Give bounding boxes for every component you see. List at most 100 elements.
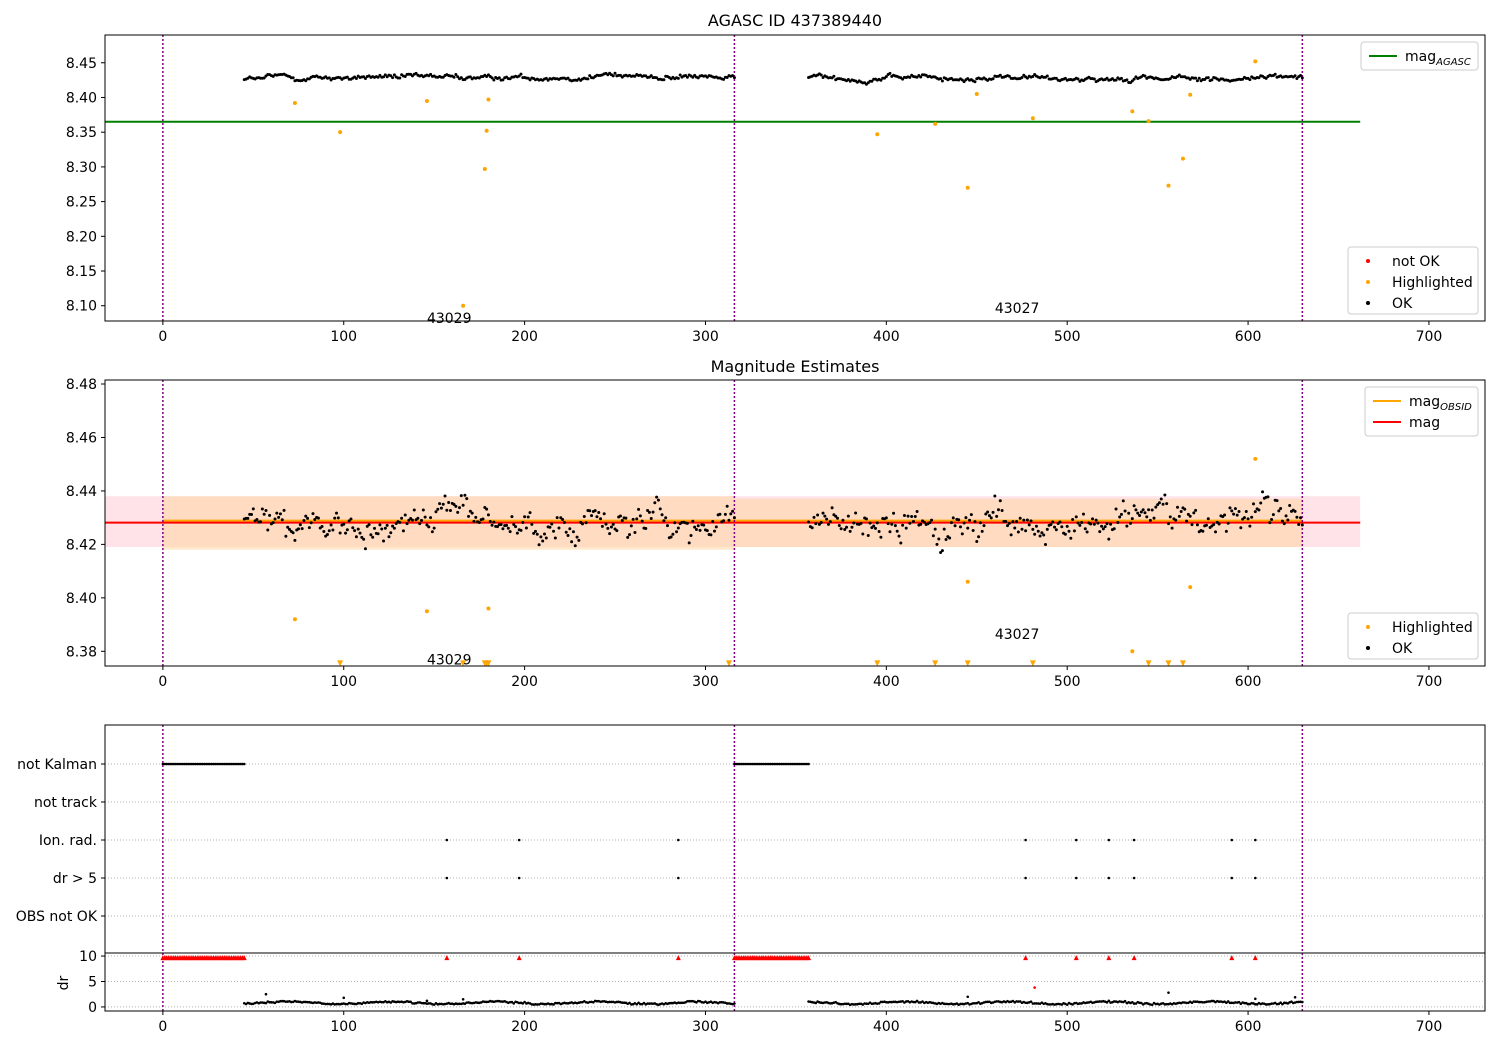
ok-point xyxy=(593,509,597,513)
axes-frame xyxy=(104,34,1486,322)
legend-label: not OK xyxy=(1392,254,1440,270)
dr-point xyxy=(499,1000,503,1003)
ok-point xyxy=(718,512,722,516)
ok-point xyxy=(732,76,736,80)
ok-point xyxy=(1239,526,1243,530)
dr-point xyxy=(510,1000,514,1004)
ok-point xyxy=(993,494,997,498)
ok-point xyxy=(590,514,594,518)
ok-point xyxy=(260,507,264,511)
ok-point xyxy=(1214,530,1218,534)
ok-point xyxy=(456,510,460,514)
axes-frame xyxy=(104,952,1486,1012)
dr-point xyxy=(857,1002,861,1006)
y-tick-label: 8.40 xyxy=(66,591,97,607)
dr-clipped-marker xyxy=(806,955,812,961)
highlighted-point xyxy=(424,609,429,614)
ok-point xyxy=(611,522,615,526)
ok-point xyxy=(568,527,572,531)
ok-point xyxy=(1156,503,1160,507)
flag-point xyxy=(800,762,803,766)
flag-point xyxy=(807,762,810,766)
ok-point xyxy=(966,526,970,530)
ok-point xyxy=(362,537,366,541)
ok-point xyxy=(1145,515,1149,519)
highlighted-point xyxy=(1030,116,1035,121)
ok-point xyxy=(356,527,360,531)
dr-point xyxy=(1273,1001,1277,1005)
ok-point xyxy=(653,501,657,505)
ok-point xyxy=(1036,529,1040,533)
dr-point xyxy=(877,1002,881,1005)
flag-point xyxy=(743,762,747,766)
dr-point xyxy=(508,1000,512,1004)
ok-point xyxy=(732,516,736,520)
dr-point xyxy=(264,1001,268,1005)
ok-point xyxy=(919,75,923,79)
ok-point xyxy=(691,519,695,523)
ok-point xyxy=(884,516,888,520)
flag-point xyxy=(170,762,174,766)
flag-point xyxy=(781,762,785,766)
flag-point xyxy=(172,762,176,766)
ok-point xyxy=(1166,522,1170,526)
ok-point xyxy=(658,507,662,511)
ok-point xyxy=(1232,512,1236,516)
ok-point xyxy=(586,77,590,81)
ok-point xyxy=(991,510,995,514)
flag-point xyxy=(760,762,763,766)
dr-point xyxy=(1165,1002,1168,1006)
ok-point xyxy=(723,512,727,516)
dr-point xyxy=(1279,1001,1282,1005)
flag-point xyxy=(1132,876,1136,880)
ok-point xyxy=(1183,507,1187,511)
y-tick-label: 8.42 xyxy=(66,537,97,553)
ok-point xyxy=(1011,520,1015,524)
ok-point xyxy=(977,535,981,539)
ok-point xyxy=(311,512,315,516)
ok-point xyxy=(689,534,693,538)
ok-point xyxy=(1299,516,1303,520)
flag-point xyxy=(195,762,199,766)
ok-point xyxy=(597,510,601,514)
dr-point xyxy=(733,1002,736,1005)
ok-point xyxy=(382,539,386,543)
ok-point xyxy=(1091,517,1095,521)
ok-point xyxy=(1049,523,1053,527)
ok-point xyxy=(911,520,915,524)
ok-point xyxy=(436,507,440,511)
ok-point xyxy=(949,521,953,525)
ok-point xyxy=(1000,508,1004,512)
dr-point xyxy=(1131,1001,1134,1004)
clipped-marker xyxy=(1145,660,1152,667)
flag-point xyxy=(212,762,215,766)
ok-point xyxy=(495,525,499,529)
highlighted-point xyxy=(486,606,491,611)
ok-point xyxy=(1072,529,1076,533)
ok-point xyxy=(526,515,530,519)
flag-point xyxy=(783,762,787,766)
ok-point xyxy=(908,521,912,525)
ok-point xyxy=(1025,518,1029,522)
ok-point xyxy=(1054,76,1058,80)
ok-point xyxy=(331,528,335,532)
ok-point xyxy=(836,516,840,520)
highlighted-point xyxy=(292,101,297,106)
ok-point xyxy=(443,494,447,498)
ok-point xyxy=(930,518,934,522)
dr-point xyxy=(1201,1001,1205,1004)
ok-point xyxy=(1233,507,1237,511)
ok-point xyxy=(1092,77,1096,81)
flag-point xyxy=(199,762,203,766)
ok-point xyxy=(1027,523,1031,527)
y-axis-label: dr xyxy=(56,975,72,990)
ok-point xyxy=(678,73,682,77)
ok-point xyxy=(1134,508,1138,512)
ok-point xyxy=(725,504,729,508)
ok-point xyxy=(561,518,565,522)
clipped-marker xyxy=(337,660,344,667)
ok-point xyxy=(543,532,547,536)
ok-point xyxy=(1188,514,1192,518)
ok-point xyxy=(1105,76,1109,80)
flag-point xyxy=(206,762,210,766)
